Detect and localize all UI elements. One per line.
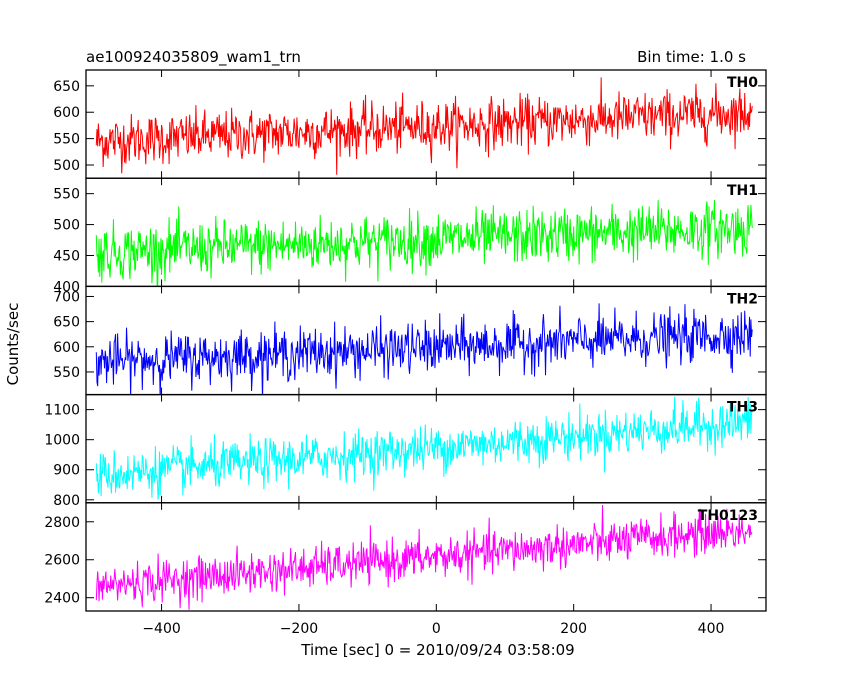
y-tick-label: 550 [53, 365, 80, 381]
y-tick-label: 800 [53, 493, 80, 509]
x-tick-label: 200 [560, 621, 587, 637]
panel-th3: 800 900 1000 1100 TH3 [44, 393, 767, 509]
y-tick-label: 900 [53, 463, 80, 479]
y-tick-label: 700 [53, 289, 80, 305]
panel-label: TH1 [727, 183, 758, 199]
y-tick-label: 650 [53, 79, 80, 95]
panels-group: 500 550 600 650 TH0 400 450 500 550 TH1 550 600 650 7… [44, 69, 767, 612]
y-tick-label: 1000 [44, 433, 80, 449]
x-axis-title: Time [sec] 0 = 2010/09/24 03:58:09 [300, 641, 574, 659]
series-th3 [95, 396, 753, 500]
panel-th2: 550 600 650 700 TH2 [53, 285, 767, 396]
series-th0 [95, 77, 753, 175]
x-tick-label: −200 [280, 621, 318, 637]
y-axis-title: Counts/sec [4, 303, 22, 386]
y-tick-label: 650 [53, 315, 80, 331]
y-tick-label: 500 [53, 218, 80, 234]
x-tick-label: 0 [432, 621, 441, 637]
panel-th0: 500 550 600 650 TH0 [53, 69, 767, 179]
y-tick-label: 2800 [44, 515, 80, 531]
y-tick-label: 2400 [44, 591, 80, 607]
y-tick-label: 400 [53, 279, 80, 295]
y-tick-label: 2600 [44, 553, 80, 569]
panel-th0123: 2400 2600 2800 TH0123 [44, 502, 767, 612]
panel-label: TH3 [727, 400, 758, 416]
series-th0123 [95, 504, 753, 610]
panel-frame [85, 69, 767, 179]
panel-frame [85, 502, 767, 612]
panel-label: TH0 [727, 75, 758, 91]
y-tick-label: 450 [53, 248, 80, 264]
panel-label: TH0123 [698, 508, 758, 524]
chart-title: ae100924035809_wam1_trn [86, 48, 301, 67]
y-tick-label: 550 [53, 132, 80, 148]
panel-label: TH2 [727, 291, 758, 307]
y-tick-label: 1100 [44, 403, 80, 419]
y-tick-label: 600 [53, 340, 80, 356]
bin-time-label: Bin time: 1.0 s [637, 48, 746, 66]
y-tick-label: 550 [53, 187, 80, 203]
series-th2 [95, 303, 753, 395]
x-tick-label: 400 [698, 621, 725, 637]
x-tick-label: −400 [142, 621, 180, 637]
y-tick-label: 500 [53, 158, 80, 174]
series-th1 [95, 199, 753, 287]
y-tick-label: 600 [53, 105, 80, 121]
x-axis: −400 −200 0 200 400 [142, 621, 724, 637]
